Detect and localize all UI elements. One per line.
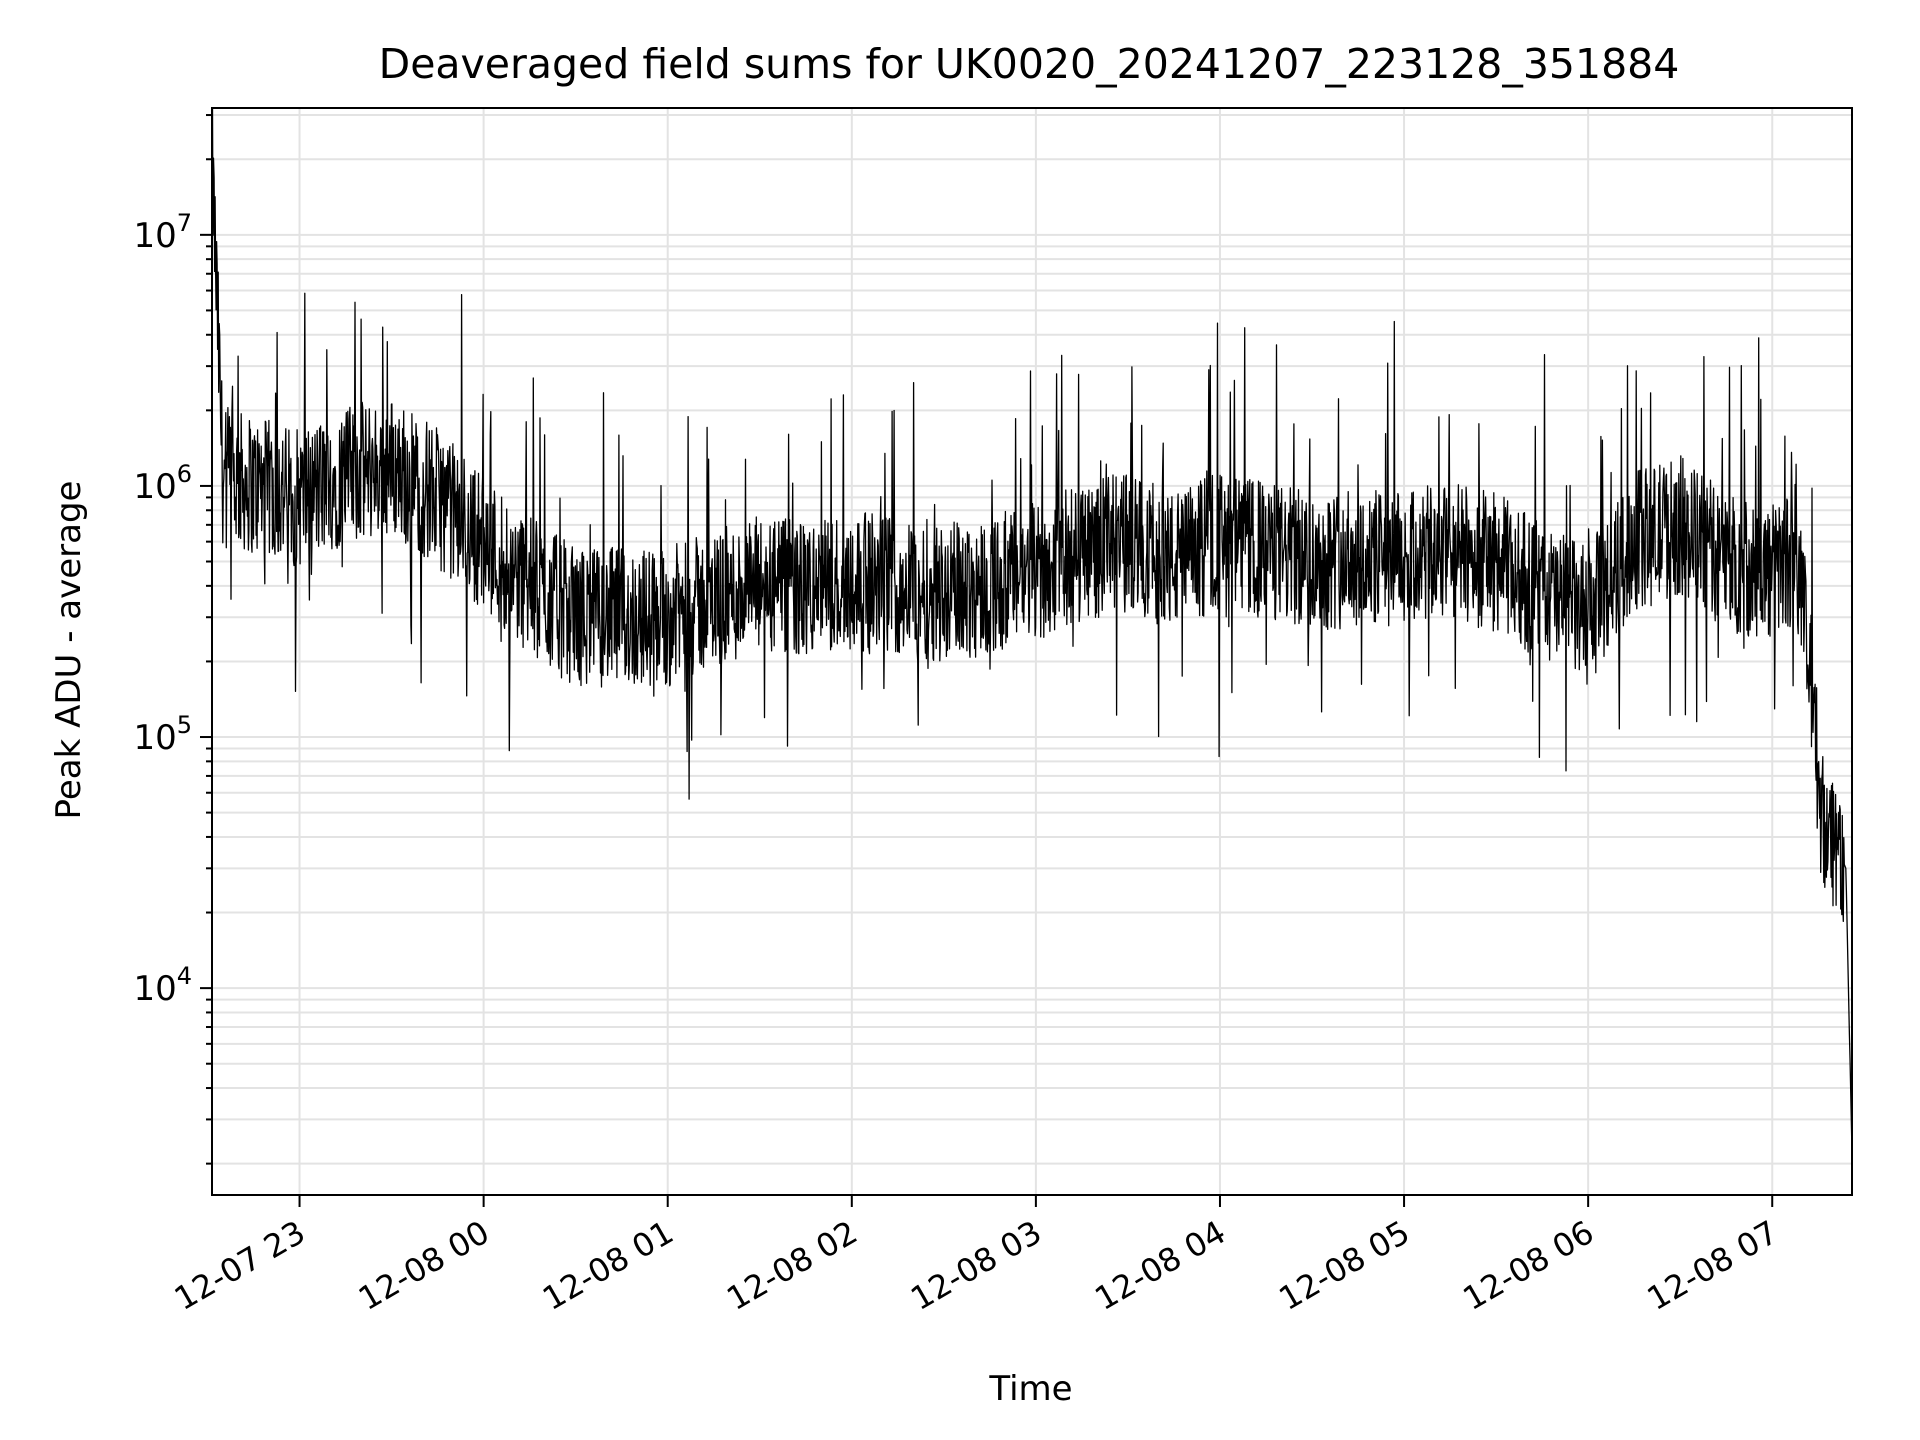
y-tick-base: 10 bbox=[133, 718, 176, 758]
x-tick-label: 12-07 23 bbox=[168, 1213, 312, 1318]
x-tick-label: 12-08 05 bbox=[1272, 1213, 1416, 1318]
y-tick-label: 104 bbox=[133, 962, 192, 1009]
x-tick-label: 12-08 06 bbox=[1457, 1213, 1601, 1318]
x-tick-label: 12-08 01 bbox=[536, 1213, 680, 1318]
series-line bbox=[211, 107, 1853, 1154]
x-tick-label: 12-08 07 bbox=[1641, 1213, 1785, 1318]
y-tick-exponent: 5 bbox=[177, 711, 192, 739]
x-axis-label: Time bbox=[988, 1369, 1072, 1409]
y-tick-label: 107 bbox=[133, 209, 192, 256]
x-tick-label: 12-08 04 bbox=[1088, 1213, 1232, 1318]
grid bbox=[212, 108, 1852, 1195]
plot-frame bbox=[211, 107, 1853, 1196]
x-tick-label: 12-08 00 bbox=[352, 1213, 496, 1318]
y-tick-exponent: 6 bbox=[177, 460, 192, 488]
y-tick-exponent: 4 bbox=[177, 962, 192, 990]
y-tick-exponent: 7 bbox=[177, 209, 192, 237]
y-tick-base: 10 bbox=[133, 467, 176, 507]
y-tick-base: 10 bbox=[133, 969, 176, 1009]
x-tick-label: 12-08 03 bbox=[904, 1213, 1048, 1318]
y-tick-base: 10 bbox=[133, 216, 176, 256]
series-line-layer bbox=[211, 107, 1853, 1154]
x-tick-label: 12-08 02 bbox=[720, 1213, 864, 1318]
y-axis-label: Peak ADU - average bbox=[49, 481, 89, 820]
y-tick-label: 106 bbox=[133, 460, 192, 507]
chart-title: Deaveraged field sums for UK0020_2024120… bbox=[379, 40, 1680, 88]
y-tick-label: 105 bbox=[133, 711, 192, 758]
x-axis: 12-07 23 12-08 00 12-08 01 12-08 02 12-08 03… bbox=[168, 1195, 1784, 1318]
